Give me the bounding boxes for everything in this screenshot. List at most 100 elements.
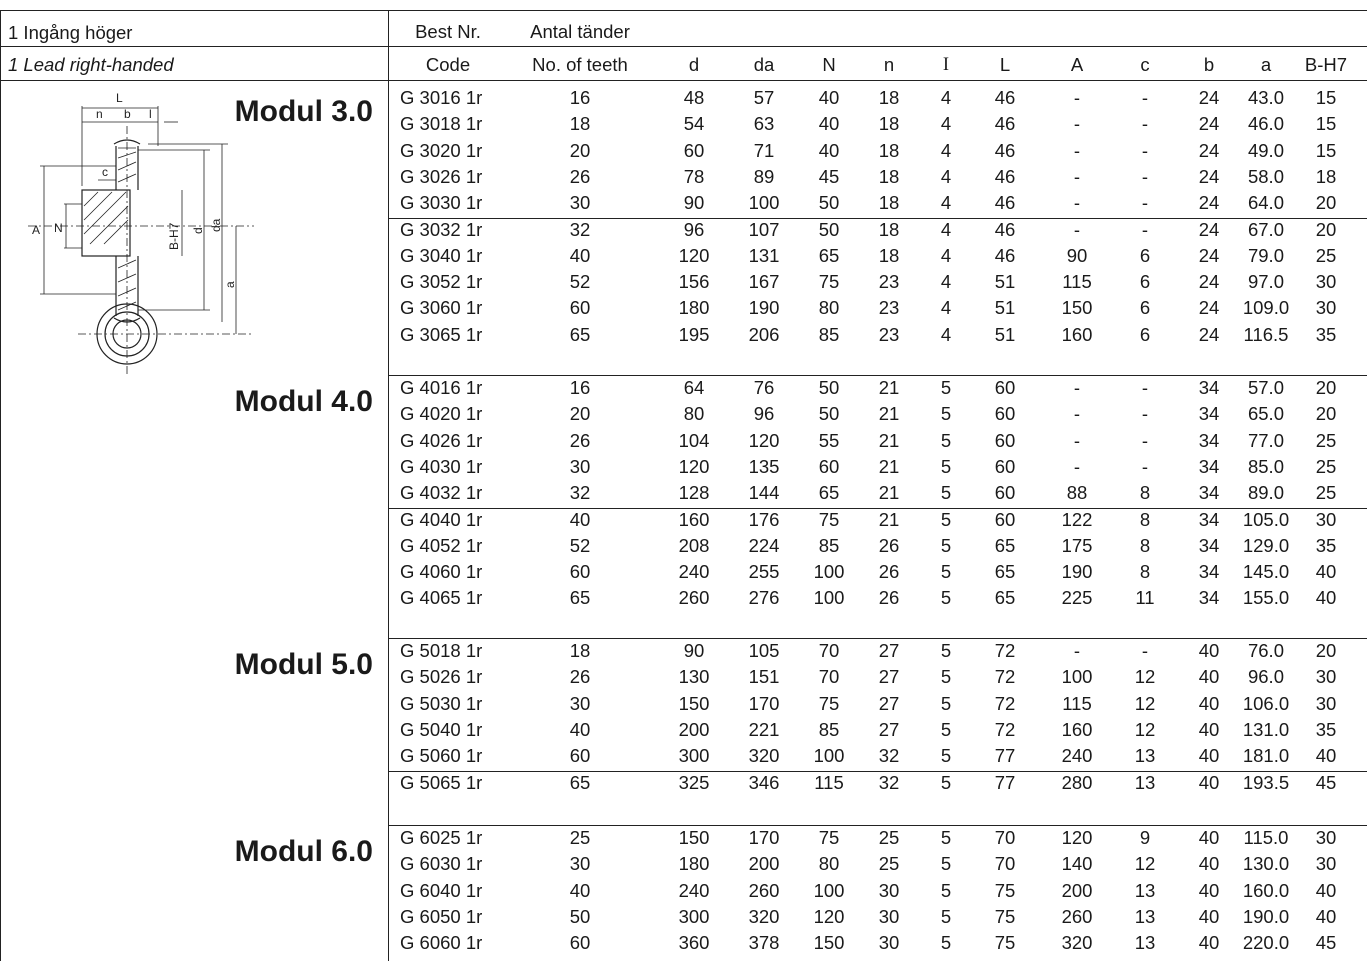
cell-L: 60 bbox=[994, 377, 1016, 398]
drawing-label-b: b bbox=[124, 107, 131, 121]
cell-I: 5 bbox=[940, 879, 952, 901]
cell-d: 48 bbox=[683, 87, 705, 108]
cell-I: 5 bbox=[940, 403, 952, 425]
cell-N: 85 bbox=[818, 534, 840, 556]
cell-code: G 6025 1r bbox=[400, 827, 483, 848]
column-header-bottom-BH7: B-H7 bbox=[1304, 54, 1348, 75]
cell-da: 107 bbox=[748, 218, 780, 240]
column-header-bottom-I: I bbox=[942, 55, 950, 75]
cell-d: 240 bbox=[678, 561, 710, 583]
cell-c: 12 bbox=[1134, 666, 1156, 688]
cell-L: 75 bbox=[994, 879, 1016, 901]
cell-N: 55 bbox=[818, 429, 840, 451]
cell-a: 129.0 bbox=[1242, 534, 1290, 556]
cell-da: 76 bbox=[753, 377, 775, 398]
cell-b: 40 bbox=[1198, 932, 1220, 954]
cell-BH7: 20 bbox=[1315, 640, 1337, 661]
cell-n: 21 bbox=[878, 455, 900, 477]
cell-A: 140 bbox=[1061, 853, 1093, 875]
cell-N: 40 bbox=[818, 139, 840, 161]
cell-N: 40 bbox=[818, 113, 840, 135]
cell-A: - bbox=[1073, 429, 1081, 451]
row-separator bbox=[388, 507, 1367, 509]
cell-b: 24 bbox=[1198, 297, 1220, 319]
cell-I: 5 bbox=[940, 932, 952, 954]
cell-da: 346 bbox=[748, 771, 780, 793]
cell-I: 5 bbox=[940, 482, 952, 504]
drawing-label-l: l bbox=[149, 107, 152, 121]
cell-BH7: 30 bbox=[1315, 853, 1337, 875]
cell-b: 34 bbox=[1198, 534, 1220, 556]
cell-teeth: 60 bbox=[569, 745, 591, 767]
cell-d: 180 bbox=[678, 297, 710, 319]
cell-n: 18 bbox=[878, 139, 900, 161]
cell-I: 5 bbox=[940, 718, 952, 740]
cell-d: 64 bbox=[683, 377, 705, 398]
cell-c: - bbox=[1141, 218, 1149, 240]
cell-code: G 5040 1r bbox=[400, 718, 483, 740]
cell-I: 4 bbox=[940, 165, 952, 187]
cell-n: 26 bbox=[878, 561, 900, 583]
cell-A: 280 bbox=[1061, 771, 1093, 793]
cell-da: 151 bbox=[748, 666, 780, 688]
cell-b: 24 bbox=[1198, 218, 1220, 240]
cell-da: 190 bbox=[748, 297, 780, 319]
cell-b: 24 bbox=[1198, 323, 1220, 345]
group-separator bbox=[388, 638, 1367, 639]
cell-da: 170 bbox=[748, 692, 780, 714]
cell-n: 30 bbox=[878, 932, 900, 954]
column-header-bottom-A: A bbox=[1070, 54, 1084, 75]
cell-N: 65 bbox=[818, 244, 840, 266]
cell-b: 40 bbox=[1198, 745, 1220, 767]
cell-I: 5 bbox=[940, 508, 952, 530]
cell-code: G 5065 1r bbox=[400, 771, 483, 793]
cell-A: - bbox=[1073, 218, 1081, 240]
cell-a: 106.0 bbox=[1242, 692, 1290, 714]
cell-I: 5 bbox=[940, 534, 952, 556]
cell-c: - bbox=[1141, 139, 1149, 161]
cell-n: 26 bbox=[878, 587, 900, 609]
cell-d: 130 bbox=[678, 666, 710, 688]
cell-A: 122 bbox=[1061, 508, 1093, 530]
column-header-bottom-teeth: No. of teeth bbox=[532, 54, 628, 75]
cell-I: 5 bbox=[940, 640, 952, 661]
cell-BH7: 35 bbox=[1315, 323, 1337, 345]
cell-b: 40 bbox=[1198, 905, 1220, 927]
cell-BH7: 30 bbox=[1315, 827, 1337, 848]
cell-code: G 4065 1r bbox=[400, 587, 483, 609]
cell-I: 5 bbox=[940, 745, 952, 767]
left-border bbox=[0, 10, 1, 961]
cell-b: 40 bbox=[1198, 853, 1220, 875]
cell-n: 18 bbox=[878, 87, 900, 108]
cell-BH7: 45 bbox=[1315, 771, 1337, 793]
cell-L: 72 bbox=[994, 666, 1016, 688]
cell-c: 12 bbox=[1134, 718, 1156, 740]
cell-BH7: 20 bbox=[1315, 377, 1337, 398]
cell-n: 25 bbox=[878, 827, 900, 848]
cell-teeth: 26 bbox=[569, 165, 591, 187]
cell-c: 6 bbox=[1139, 297, 1151, 319]
cell-d: 80 bbox=[683, 403, 705, 425]
cell-I: 4 bbox=[940, 192, 952, 214]
cell-N: 75 bbox=[818, 692, 840, 714]
cell-n: 18 bbox=[878, 113, 900, 135]
cell-BH7: 35 bbox=[1315, 718, 1337, 740]
cell-I: 5 bbox=[940, 827, 952, 848]
cell-c: - bbox=[1141, 87, 1149, 108]
cell-L: 60 bbox=[994, 508, 1016, 530]
cell-teeth: 16 bbox=[569, 87, 591, 108]
cell-b: 34 bbox=[1198, 429, 1220, 451]
cell-teeth: 30 bbox=[569, 853, 591, 875]
cell-code: G 3060 1r bbox=[400, 297, 483, 319]
cell-teeth: 30 bbox=[569, 455, 591, 477]
cell-N: 80 bbox=[818, 853, 840, 875]
cell-n: 23 bbox=[878, 297, 900, 319]
header-mid-rule bbox=[0, 46, 1367, 47]
cell-d: 78 bbox=[683, 165, 705, 187]
cell-L: 60 bbox=[994, 429, 1016, 451]
cell-I: 4 bbox=[940, 87, 952, 108]
cell-a: 155.0 bbox=[1242, 587, 1290, 609]
cell-da: 105 bbox=[748, 640, 780, 661]
cell-L: 60 bbox=[994, 482, 1016, 504]
cell-code: G 5026 1r bbox=[400, 666, 483, 688]
